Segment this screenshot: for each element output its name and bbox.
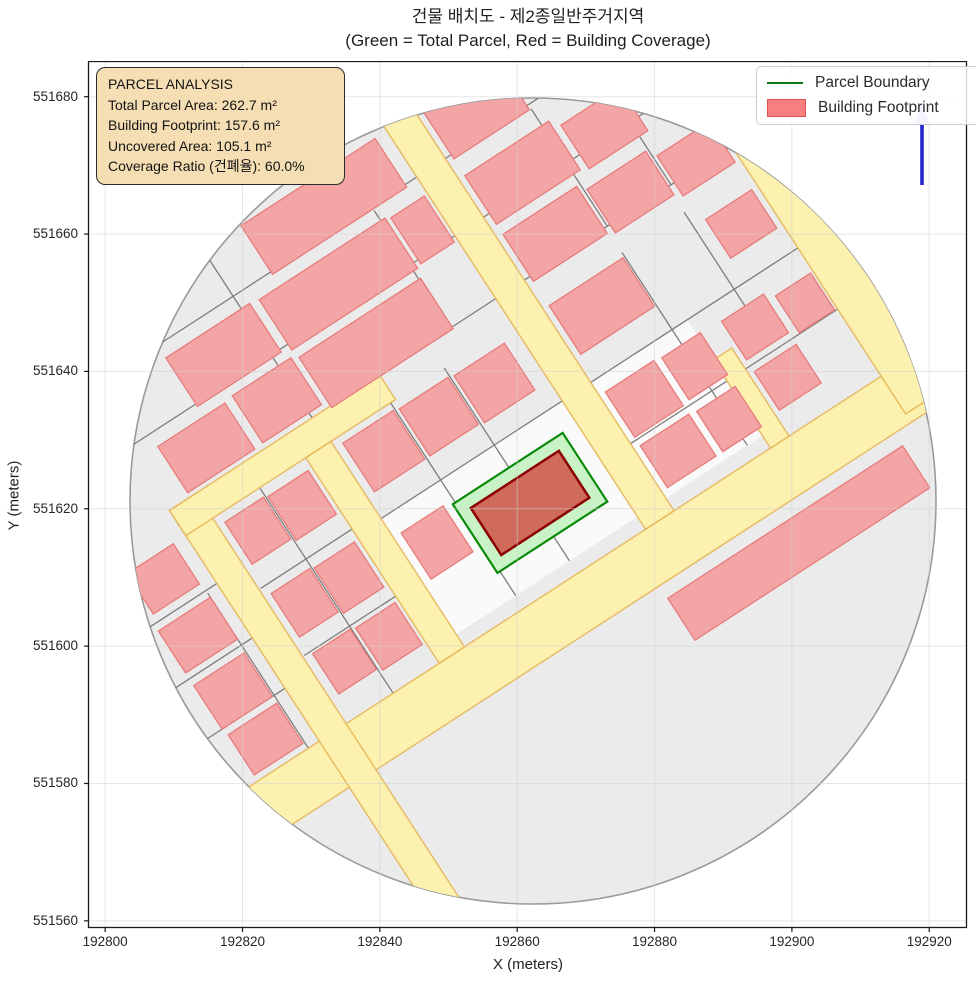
chart-title-line2: (Green = Total Parcel, Red = Building Co… — [345, 31, 711, 50]
building — [157, 596, 239, 674]
road — [364, 98, 676, 531]
building — [660, 331, 729, 401]
analysis-uncovered-area: Uncovered Area: 105.1 m² — [108, 137, 272, 154]
building — [389, 195, 456, 265]
building — [258, 217, 419, 351]
x-axis-label: X (meters) — [492, 956, 563, 973]
road — [304, 440, 466, 665]
building — [423, 98, 531, 160]
building — [774, 272, 836, 334]
building — [639, 413, 717, 489]
building — [313, 540, 385, 615]
building — [311, 628, 378, 695]
chart-title: 건물 배치도 - 제2종일반주거지역 (Green = Total Parcel… — [88, 5, 968, 53]
building — [164, 302, 283, 408]
building — [231, 356, 323, 444]
building — [192, 651, 274, 731]
building — [354, 601, 424, 671]
parcel-line — [590, 222, 837, 383]
legend-patch-swatch — [767, 99, 806, 117]
y-tick-label: 551620 — [32, 500, 78, 516]
parcel-line — [168, 637, 253, 693]
building — [453, 342, 536, 424]
building — [341, 409, 426, 493]
subject-building — [469, 449, 592, 557]
building — [463, 120, 582, 226]
plot-frame — [87, 61, 968, 929]
plot-area: N — [84, 61, 968, 932]
building — [266, 469, 338, 542]
building — [753, 343, 823, 412]
analysis-title: PARCEL ANALYSIS — [108, 76, 234, 92]
y-tick-label: 551580 — [32, 775, 78, 791]
building — [666, 444, 931, 642]
legend-line-swatch — [767, 82, 803, 84]
analysis-building-footprint: Building Footprint: 157.6 m² — [108, 117, 280, 133]
x-tick-label: 192820 — [219, 934, 266, 949]
building — [604, 359, 685, 439]
x-tick-label: 192900 — [769, 934, 815, 949]
building — [298, 277, 455, 409]
legend-label-building-footprint: Building Footprint — [818, 99, 939, 116]
building — [548, 256, 656, 356]
building — [695, 385, 763, 453]
x-tick-label: 192840 — [357, 934, 403, 949]
map-clip-group — [130, 98, 936, 904]
building — [720, 293, 790, 361]
road — [168, 373, 397, 537]
legend-label-parcel-boundary: Parcel Boundary — [815, 74, 930, 91]
x-tick-label: 192880 — [632, 934, 678, 949]
building — [227, 702, 304, 776]
building — [270, 567, 339, 639]
legend-item-parcel-boundary: Parcel Boundary — [767, 74, 973, 92]
y-tick-label: 551660 — [32, 226, 78, 242]
parcel-line — [380, 400, 563, 520]
map-rotated-group — [130, 98, 936, 904]
analysis-coverage-ratio: Coverage Ratio (건폐율): 60.0% — [108, 158, 305, 174]
map-canvas: N — [84, 61, 968, 932]
building — [156, 402, 256, 494]
x-tick-label: 192800 — [82, 934, 128, 949]
chart-title-line1: 건물 배치도 - 제2종일반주거지역 — [411, 7, 645, 26]
building — [223, 496, 292, 566]
building — [398, 376, 480, 457]
building — [586, 150, 675, 234]
y-tick-label: 551640 — [32, 363, 78, 379]
y-tick-label: 551560 — [32, 912, 78, 928]
x-tick-label: 192860 — [494, 934, 540, 949]
building — [400, 504, 474, 580]
legend-item-building-footprint: Building Footprint — [767, 99, 973, 117]
y-tick-label: 551600 — [32, 638, 78, 654]
y-tick-label: 551680 — [32, 88, 78, 104]
y-axis-label: Y (meters) — [5, 460, 23, 531]
analysis-total-area: Total Parcel Area: 262.7 m² — [108, 96, 277, 113]
x-tick-label: 192920 — [906, 934, 952, 949]
building — [704, 188, 778, 260]
parcel-line — [242, 462, 394, 694]
legend: Parcel Boundary Building Footprint — [756, 66, 976, 125]
parcel-line — [260, 528, 353, 589]
parcel-analysis-box: PARCEL ANALYSIS Total Parcel Area: 262.7… — [96, 67, 345, 185]
